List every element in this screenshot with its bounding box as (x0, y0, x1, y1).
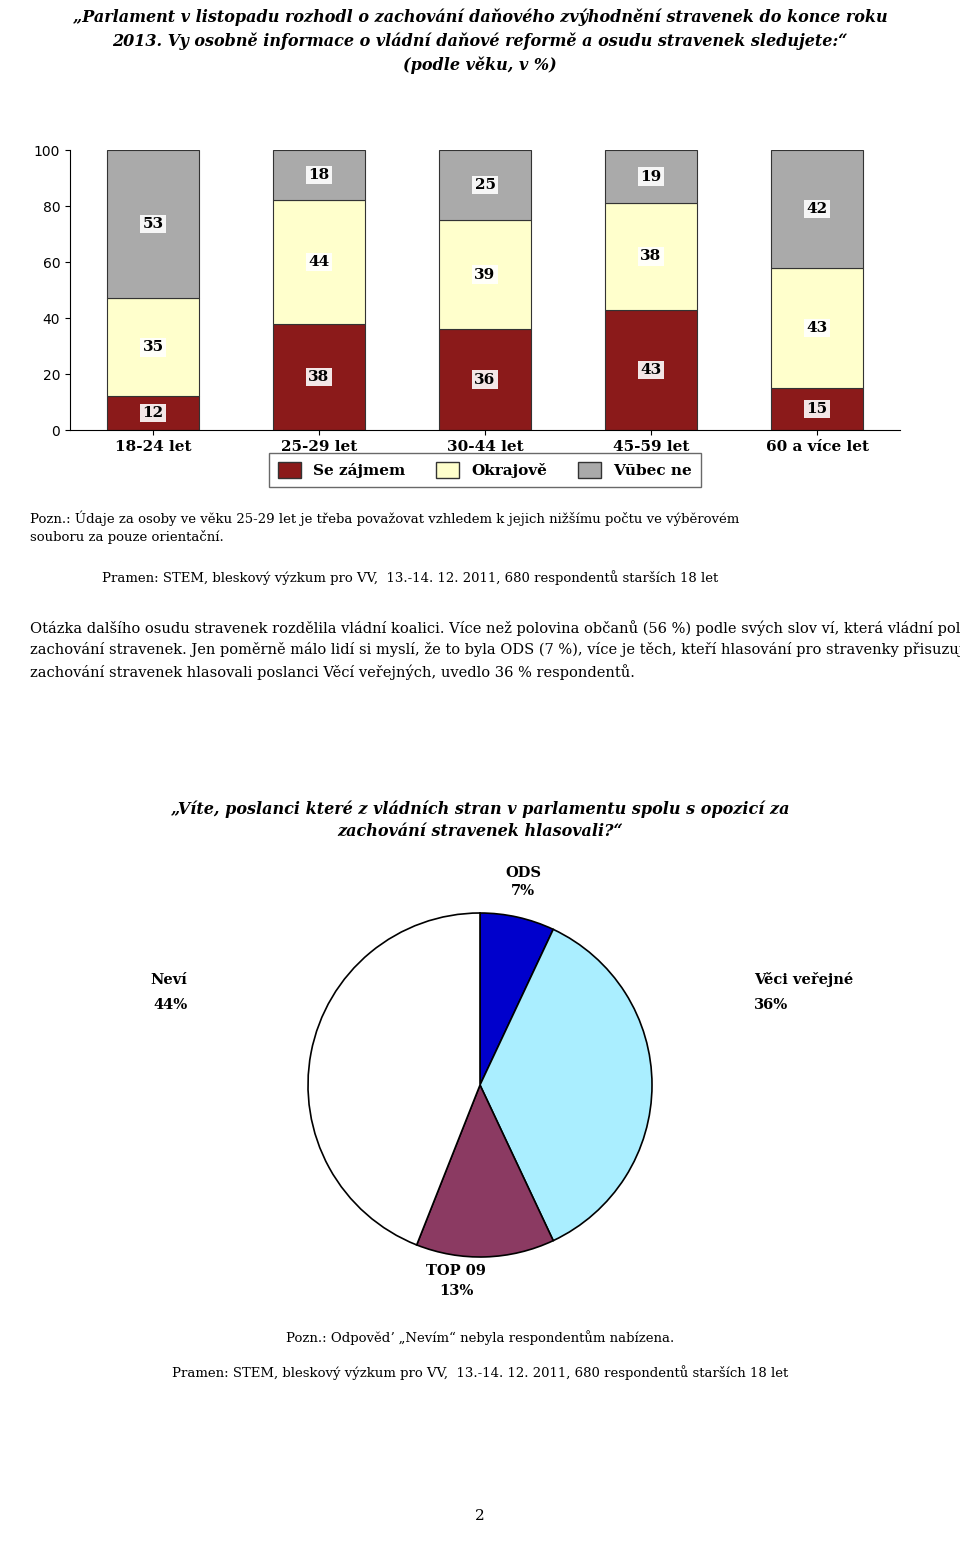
Bar (606, 150, 697, 204)
Text: Pramen: STEM, bleskový výzkum pro VV,  13.-14. 12. 2011, 680 respondentů staršíc: Pramen: STEM, bleskový výzkum pro VV, 13… (102, 571, 718, 584)
Text: 39: 39 (474, 268, 495, 282)
Bar (771, 389, 863, 430)
Text: Neví: Neví (151, 973, 187, 987)
Text: 38: 38 (640, 250, 661, 264)
Text: „Víte, poslanci které z vládních stran v parlamentu spolu s opozicí za
zachování: „Víte, poslanci které z vládních stran v… (171, 800, 789, 840)
Bar (440, 328, 531, 430)
Text: 12: 12 (142, 406, 163, 421)
Bar (274, 200, 365, 324)
Text: 2: 2 (475, 1510, 485, 1523)
Bar (440, 221, 531, 328)
Bar (274, 150, 365, 200)
Bar (274, 324, 365, 430)
Bar (771, 268, 863, 389)
Text: 7%: 7% (511, 884, 536, 897)
Wedge shape (480, 930, 652, 1241)
Bar (771, 150, 863, 268)
Text: 15: 15 (806, 402, 828, 416)
Wedge shape (480, 913, 553, 1086)
Text: Pozn.: Údaje za osoby ve věku 25-29 let je třeba považovat vzhledem k jejich niž: Pozn.: Údaje za osoby ve věku 25-29 let … (30, 510, 739, 544)
Text: 25: 25 (474, 177, 495, 193)
Bar (606, 204, 697, 310)
Wedge shape (417, 1086, 553, 1257)
Text: 44%: 44% (153, 998, 187, 1012)
Bar (108, 396, 199, 430)
Text: 53: 53 (142, 217, 163, 231)
Text: 42: 42 (806, 202, 828, 216)
Text: 38: 38 (308, 370, 329, 384)
Wedge shape (308, 913, 480, 1244)
Text: „Parlament v listopadu rozhodl o zachování daňového zvýhodnění stravenek do konc: „Parlament v listopadu rozhodl o zachová… (73, 8, 887, 74)
Text: 36%: 36% (754, 998, 788, 1012)
Text: 43: 43 (806, 321, 828, 335)
Text: 19: 19 (640, 170, 661, 183)
Bar (108, 150, 199, 299)
Text: TOP 09: TOP 09 (426, 1264, 486, 1278)
Legend: Se zájmem, Okrajově, Vūbec ne: Se zájmem, Okrajově, Vūbec ne (269, 453, 701, 487)
Text: 18: 18 (308, 168, 329, 182)
Text: Věci veřejné: Věci veřejné (754, 973, 852, 987)
Text: ODS: ODS (505, 867, 541, 880)
Bar (108, 299, 199, 396)
Text: Pozn.: Odpovědʼ „Nevím“ nebyla respondentům nabízena.: Pozn.: Odpovědʼ „Nevím“ nebyla responden… (286, 1331, 674, 1345)
Bar (440, 150, 531, 221)
Text: 36: 36 (474, 373, 495, 387)
Text: Pramen: STEM, bleskový výzkum pro VV,  13.-14. 12. 2011, 680 respondentů staršíc: Pramen: STEM, bleskový výzkum pro VV, 13… (172, 1365, 788, 1380)
Text: 43: 43 (640, 362, 661, 376)
Text: Otázka dalšího osudu stravenek rozdělila vládní koalici. Více než polovina občan: Otázka dalšího osudu stravenek rozdělila… (30, 620, 960, 680)
Text: 13%: 13% (439, 1284, 473, 1298)
Text: 44: 44 (308, 254, 329, 268)
Text: 35: 35 (142, 341, 163, 355)
Bar (606, 310, 697, 430)
